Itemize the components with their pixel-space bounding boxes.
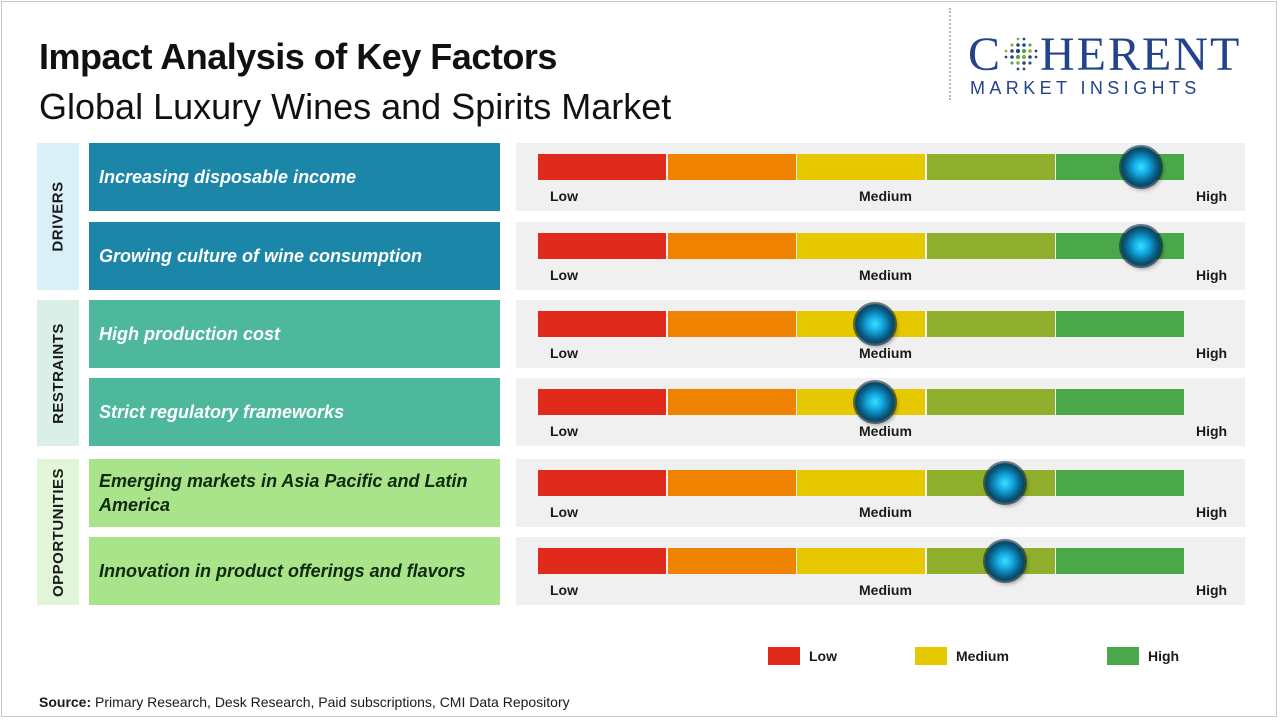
tick-low: Low xyxy=(550,423,578,439)
tick-medium: Medium xyxy=(859,582,912,598)
legend-label-high: High xyxy=(1148,648,1180,664)
meter-segment xyxy=(797,548,926,574)
impact-indicator xyxy=(984,541,1025,581)
legend-swatch-high xyxy=(1107,647,1139,665)
tick-high: High xyxy=(1196,423,1228,439)
factor-label: Strict regulatory frameworks xyxy=(89,378,500,446)
category-label: DRIVERS xyxy=(49,181,67,252)
meter-segment xyxy=(797,233,926,259)
impact-indicator xyxy=(984,463,1025,503)
impact-indicator xyxy=(1120,226,1161,266)
factor-label: Emerging markets in Asia Pacific and Lat… xyxy=(89,459,500,527)
tick-low: Low xyxy=(550,267,578,283)
meter-segment xyxy=(667,154,796,180)
meter-segment xyxy=(926,154,1055,180)
meter-segment xyxy=(797,154,926,180)
tick-low: Low xyxy=(550,504,578,520)
legend-label-medium: Medium xyxy=(956,648,1009,664)
impact-meter: Low Medium High xyxy=(516,143,1245,211)
company-logo: C HERENT MARKET INSIGHTS xyxy=(968,30,1268,104)
meter-segment xyxy=(538,548,666,574)
impact-meter: Low Medium High xyxy=(516,300,1245,368)
meter-segment xyxy=(1056,389,1185,415)
meter-segment xyxy=(667,233,796,259)
meter-segment xyxy=(926,389,1055,415)
tick-medium: Medium xyxy=(859,423,912,439)
factor-label: High production cost xyxy=(89,300,500,368)
tick-low: Low xyxy=(550,188,578,204)
tick-medium: Medium xyxy=(859,188,912,204)
meter-segment xyxy=(1056,548,1185,574)
legend-swatch-medium xyxy=(915,647,947,665)
header-divider xyxy=(949,8,951,100)
tick-medium: Medium xyxy=(859,267,912,283)
impact-meter: Low Medium High xyxy=(516,222,1245,290)
factor-label: Increasing disposable income xyxy=(89,143,500,211)
category-label: RESTRAINTS xyxy=(49,322,67,424)
category-restraints: RESTRAINTS xyxy=(37,300,79,446)
tick-low: Low xyxy=(550,582,578,598)
tick-high: High xyxy=(1196,267,1228,283)
category-label: OPPORTUNITIES xyxy=(49,467,67,597)
impact-meter: Low Medium High xyxy=(516,459,1245,527)
legend-swatch-low xyxy=(768,647,800,665)
source-label: Source: xyxy=(39,694,92,710)
tick-high: High xyxy=(1196,504,1228,520)
meter-segment xyxy=(926,233,1055,259)
page-title: Impact Analysis of Key Factors xyxy=(39,36,557,77)
tick-high: High xyxy=(1196,188,1228,204)
logo-wordmark: C HERENT xyxy=(968,30,1241,80)
impact-indicator xyxy=(854,382,895,422)
tick-high: High xyxy=(1196,345,1228,361)
impact-indicator xyxy=(854,304,895,344)
factor-label: Innovation in product offerings and flav… xyxy=(89,537,500,605)
source-text: Primary Research, Desk Research, Paid su… xyxy=(91,694,570,710)
category-drivers: DRIVERS xyxy=(37,143,79,290)
meter-segment xyxy=(797,470,926,496)
meter-segment xyxy=(1056,233,1185,259)
meter-segment xyxy=(538,233,666,259)
meter-segment xyxy=(1056,470,1185,496)
impact-indicator xyxy=(1120,147,1161,187)
logo-word-start: C xyxy=(968,28,1003,81)
meter-segment xyxy=(538,389,666,415)
meter-segment xyxy=(538,311,666,337)
meter-segment xyxy=(1056,154,1185,180)
tick-medium: Medium xyxy=(859,504,912,520)
tick-high: High xyxy=(1196,582,1228,598)
meter-segment xyxy=(667,470,796,496)
meter-segment xyxy=(538,470,666,496)
meter-segment xyxy=(667,311,796,337)
meter-segment xyxy=(926,311,1055,337)
page-subtitle: Global Luxury Wines and Spirits Market xyxy=(39,86,672,127)
meter-segment xyxy=(538,154,666,180)
logo-dot-globe-icon xyxy=(1004,37,1038,71)
category-opportunities: OPPORTUNITIES xyxy=(37,459,79,605)
factor-label: Growing culture of wine consumption xyxy=(89,222,500,290)
impact-meter: Low Medium High xyxy=(516,537,1245,605)
source-note: Source: Primary Research, Desk Research,… xyxy=(39,694,570,710)
meter-segment xyxy=(667,548,796,574)
impact-meter: Low Medium High xyxy=(516,378,1245,446)
meter-segment xyxy=(1056,311,1185,337)
tick-low: Low xyxy=(550,345,578,361)
logo-tagline: MARKET INSIGHTS xyxy=(970,78,1201,98)
meter-segment xyxy=(667,389,796,415)
logo-word-end: HERENT xyxy=(1040,28,1242,81)
tick-medium: Medium xyxy=(859,345,912,361)
legend-label-low: Low xyxy=(809,648,837,664)
